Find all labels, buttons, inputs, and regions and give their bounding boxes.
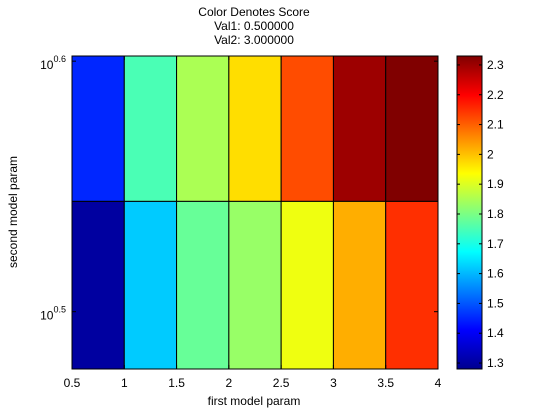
title-line-1: Color Denotes Score bbox=[198, 5, 310, 19]
heatmap-cell bbox=[177, 201, 229, 369]
colorbar-tick-label: 1.8 bbox=[487, 207, 504, 221]
heatmap-cell bbox=[72, 201, 124, 369]
heatmap-cell bbox=[72, 56, 124, 201]
heatmap-cell bbox=[281, 56, 333, 201]
x-tick-label: 3 bbox=[330, 376, 337, 390]
x-tick-label: 0.5 bbox=[64, 376, 81, 390]
colorbar-tick-label: 1.4 bbox=[487, 326, 504, 340]
colorbar-tick-label: 1.9 bbox=[487, 177, 504, 191]
heatmap-cell bbox=[386, 56, 438, 201]
heatmap-cell bbox=[229, 201, 281, 369]
colorbar-tick-label: 1.7 bbox=[487, 237, 504, 251]
colorbar-tick-label: 1.6 bbox=[487, 267, 504, 281]
heatmap-cell bbox=[177, 56, 229, 201]
colorbar-tick-label: 1.5 bbox=[487, 296, 504, 310]
x-tick-label: 2.5 bbox=[273, 376, 290, 390]
y-tick-label: 100.5 bbox=[40, 305, 66, 323]
heatmap-cells bbox=[72, 56, 438, 369]
colorbar-tick-label: 2 bbox=[487, 147, 494, 161]
title-line-2: Val1: 0.500000 bbox=[214, 19, 294, 33]
colorbar-tick-label: 2.1 bbox=[487, 118, 504, 132]
x-axis-label: first model param bbox=[208, 394, 301, 408]
chart-title: Color Denotes Score Val1: 0.500000 Val2:… bbox=[198, 5, 310, 47]
heatmap-cell bbox=[333, 56, 385, 201]
heatmap-cell bbox=[229, 56, 281, 201]
heatmap-cell bbox=[124, 56, 176, 201]
x-tick-label: 3.5 bbox=[377, 376, 394, 390]
heatmap-cell bbox=[281, 201, 333, 369]
x-tick-label: 1 bbox=[121, 376, 128, 390]
heatmap-cell bbox=[386, 201, 438, 369]
heatmap-cell bbox=[124, 201, 176, 369]
x-tick-label: 4 bbox=[435, 376, 442, 390]
y-tick-label: 100.6 bbox=[40, 54, 66, 72]
colorbar: 1.3 1.4 1.5 1.6 1.7 1.8 1.9 2 2.1 2.2 2.3 bbox=[457, 56, 504, 370]
colorbar-tick-label: 1.3 bbox=[487, 356, 504, 370]
x-tick-label: 1.5 bbox=[168, 376, 185, 390]
colorbar-gradient bbox=[457, 56, 482, 369]
heatmap-cell bbox=[333, 201, 385, 369]
x-tick-label: 2 bbox=[226, 376, 233, 390]
title-line-3: Val2: 3.000000 bbox=[214, 33, 294, 47]
colorbar-tick-label: 2.3 bbox=[487, 58, 504, 72]
y-axis-label: second model param bbox=[6, 156, 20, 268]
colorbar-tick-label: 2.2 bbox=[487, 88, 504, 102]
